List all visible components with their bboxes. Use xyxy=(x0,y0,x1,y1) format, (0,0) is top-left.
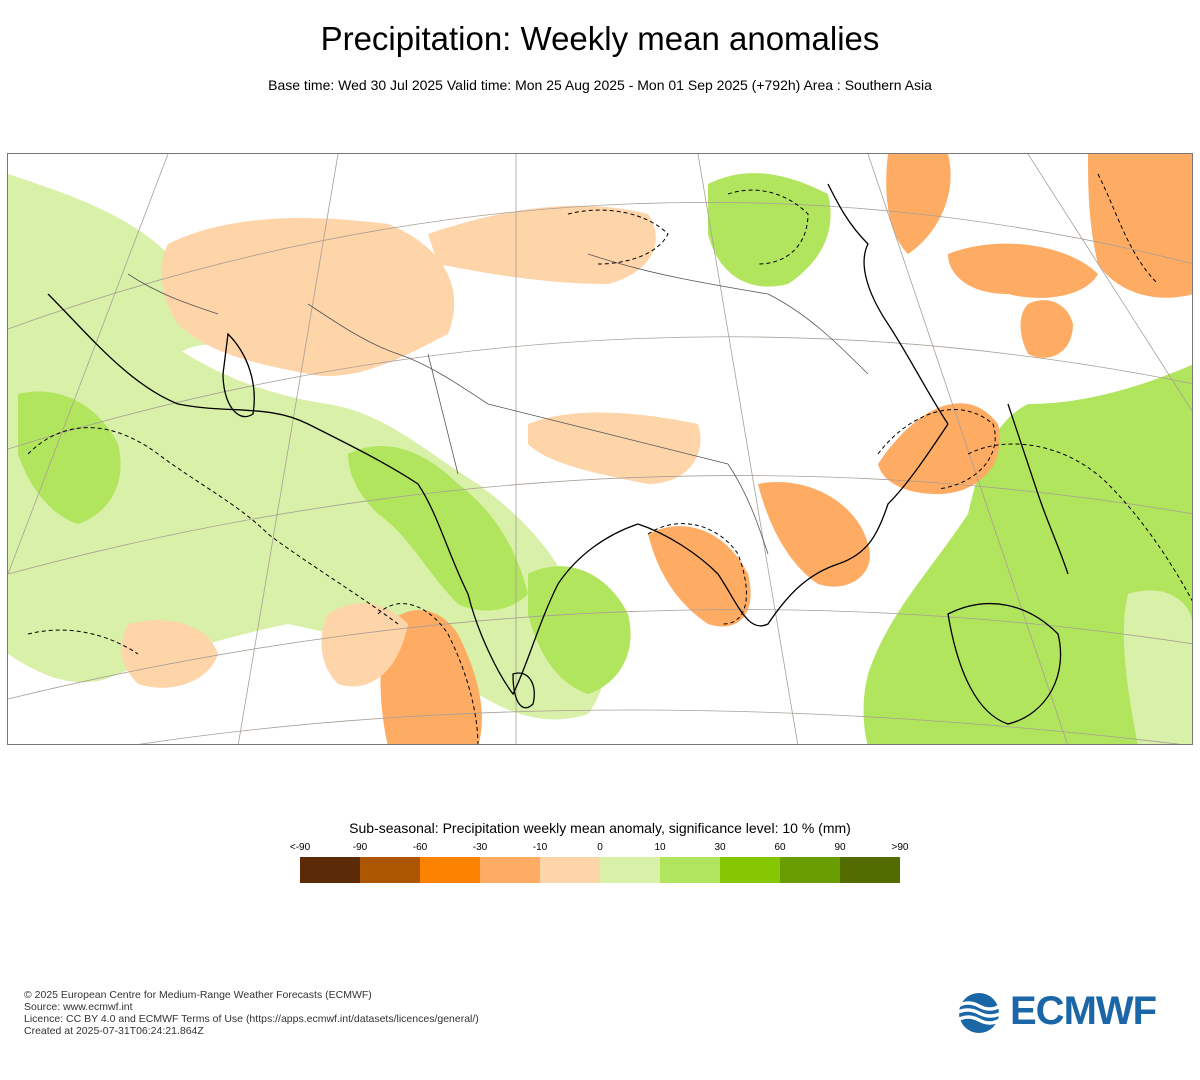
legend-tick-label: <-90 xyxy=(289,842,311,853)
coast-borneo xyxy=(947,602,1062,725)
legend-tick-label: 30 xyxy=(714,842,726,853)
legend-color-swatch xyxy=(300,857,360,883)
legend-tick-label: 90 xyxy=(834,842,846,853)
ecmwf-logo-text: ECMWF xyxy=(1010,989,1157,1033)
footer-licence: Licence: CC BY 4.0 and ECMWF Terms of Us… xyxy=(24,1013,479,1025)
graticule xyxy=(8,154,1192,744)
anomaly-light-green-west xyxy=(8,279,606,720)
coast-philippines xyxy=(1007,403,1069,575)
coast-indochina xyxy=(637,423,949,627)
anomaly-orange-indochina xyxy=(758,482,870,587)
anomaly-green-west-arabia xyxy=(18,391,121,524)
legend-color-swatch xyxy=(540,857,600,883)
anomaly-light-green-south-east-edge xyxy=(1123,590,1192,744)
chart-subtitle: Base time: Wed 30 Jul 2025 Valid time: M… xyxy=(268,77,932,93)
legend-tick-label: -90 xyxy=(352,842,368,853)
coastlines xyxy=(47,183,1069,725)
legend-tick-labels: <-90 -90 -60 -30 -10 0 10 30 60 90 >90 xyxy=(290,842,909,856)
legend-color-swatch xyxy=(420,857,480,883)
anomaly-peach-south-west xyxy=(121,620,218,688)
country-borders xyxy=(127,253,869,555)
coast-sri-lanka xyxy=(512,672,535,709)
legend-color-swatch xyxy=(660,857,720,883)
legend-color-bar xyxy=(300,857,900,883)
anomaly-peach-central-asia xyxy=(161,218,455,376)
footer-source: Source: www.ecmwf.int xyxy=(24,1001,133,1013)
footer-created: Created at 2025-07-31T06:24:21.864Z xyxy=(24,1025,204,1037)
anomaly-orange-pacific-north xyxy=(1088,154,1192,298)
legend-color-swatch xyxy=(480,857,540,883)
legend-tick-label: >90 xyxy=(891,842,909,853)
coast-china xyxy=(827,183,949,425)
coast-arabia-india xyxy=(47,293,639,696)
legend-tick-label: -30 xyxy=(472,842,488,853)
legend-color-swatch xyxy=(360,857,420,883)
footer-credits: © 2025 European Centre for Medium-Range … xyxy=(24,989,479,1037)
anomaly-fields xyxy=(8,154,1192,744)
ecmwf-logo: ECMWF xyxy=(952,989,1180,1034)
legend-title: Sub-seasonal: Precipitation weekly mean … xyxy=(349,820,851,836)
anomaly-orange-pacific-mid xyxy=(1020,300,1073,358)
anomaly-green-south-east xyxy=(863,364,1192,744)
anomaly-light-green-tibet xyxy=(708,173,831,287)
legend-tick-label: -10 xyxy=(532,842,548,853)
legend-color-swatch xyxy=(720,857,780,883)
chart-title: Precipitation: Weekly mean anomalies xyxy=(320,20,880,57)
legend-tick-label: -60 xyxy=(412,842,428,853)
anomaly-orange-philippine-sea xyxy=(948,243,1098,298)
ecmwf-logo-icon xyxy=(955,993,1003,1033)
legend-tick-label: 0 xyxy=(597,842,603,853)
coast-caspian xyxy=(222,332,255,418)
precipitation-anomaly-map xyxy=(7,153,1193,745)
significance-contours xyxy=(27,173,1192,744)
footer-copyright: © 2025 European Centre for Medium-Range … xyxy=(24,989,372,1001)
legend-color-swatch xyxy=(780,857,840,883)
anomaly-orange-arabian-sea xyxy=(380,610,482,744)
anomaly-peach-arabian-sea xyxy=(321,603,408,687)
anomaly-orange-myanmar xyxy=(648,526,751,627)
anomaly-green-bay-of-bengal xyxy=(528,566,631,694)
legend-tick-label: 60 xyxy=(774,842,786,853)
anomaly-orange-japan xyxy=(886,154,951,254)
anomaly-orange-south-china-sea xyxy=(878,403,1000,494)
legend-tick-label: 10 xyxy=(654,842,666,853)
legend-color-swatch xyxy=(840,857,900,883)
legend-color-swatch xyxy=(600,857,660,883)
anomaly-green-pakistan-india xyxy=(348,445,528,611)
anomaly-peach-india-north xyxy=(528,412,701,484)
